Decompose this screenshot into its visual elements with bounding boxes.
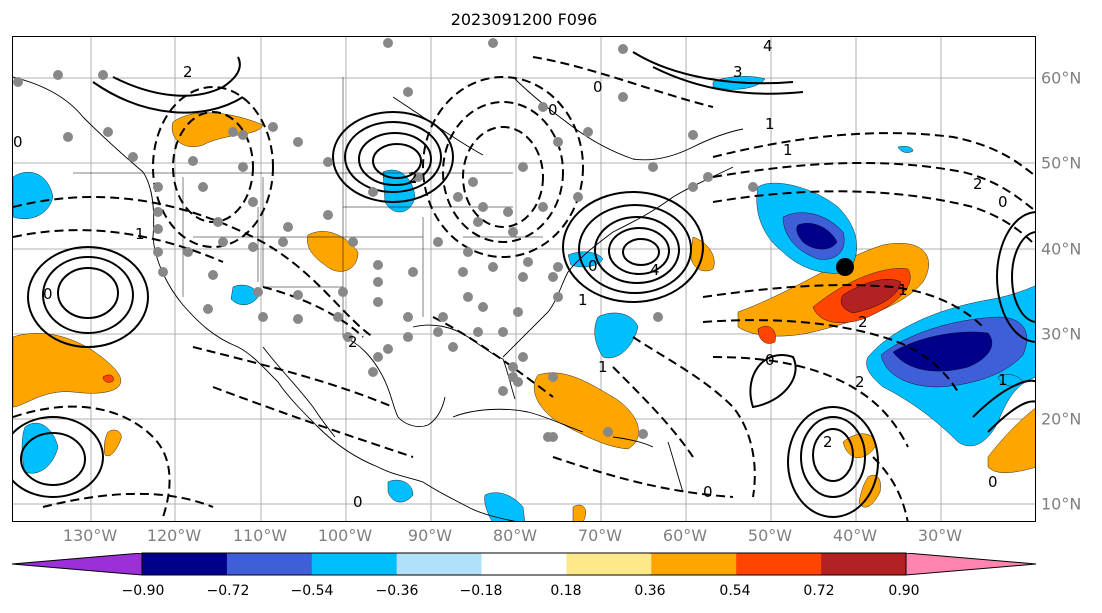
colorbar-tick: 0.72: [803, 583, 835, 599]
lon-label: 90°W: [407, 526, 453, 545]
colorbar-segment: [396, 553, 483, 575]
lon-label: 30°W: [917, 526, 963, 545]
contour-label: 0: [703, 483, 713, 501]
lat-label: 20°N: [1041, 409, 1082, 429]
contours-negative: [13, 56, 1035, 521]
colorbar-tick: −0.36: [375, 583, 419, 599]
lon-label: 80°W: [492, 526, 538, 545]
colorbar-extend-high: [906, 553, 1036, 575]
lat-label: 10°N: [1041, 494, 1082, 514]
lon-label: 110°W: [232, 526, 288, 545]
contour-label: 0: [593, 78, 603, 96]
map-panel: 0 2 1 0 3 0 4 1 0 2 4 1 0 1 2 0 1 2 0 2 …: [12, 36, 1036, 522]
colorbar-segment: [821, 553, 907, 575]
colorbar-segment: [226, 553, 313, 575]
colorbar-segment: [481, 553, 567, 575]
station-markers: [13, 38, 758, 442]
colorbar-tick: 0.18: [550, 583, 582, 599]
plot-title: 2023091200 F096: [450, 10, 598, 29]
lon-label: 60°W: [662, 526, 708, 545]
lat-label: 30°N: [1041, 324, 1082, 344]
contour-label: 1: [578, 291, 588, 309]
colorbar-segment: [311, 553, 398, 575]
lon-label: 50°W: [747, 526, 793, 545]
colorbar-tick: 0.54: [719, 583, 751, 599]
contour-label: 1: [765, 115, 775, 133]
lon-label: 40°W: [832, 526, 878, 545]
contour-label: 0: [988, 473, 998, 491]
contour-label: 0: [998, 193, 1008, 211]
colorbar-segment: [651, 553, 737, 575]
contour-label: 2: [858, 313, 868, 331]
colorbar-outline: [12, 552, 1036, 576]
contour-label: 2: [348, 333, 358, 351]
contour-label: 1: [898, 281, 908, 299]
contour-label: 2: [183, 63, 193, 81]
contour-label: 1: [783, 141, 793, 159]
colorbar: [12, 552, 1036, 576]
contour-labels: 0 2 1 0 3 0 4 1 0 2 4 1 0 1 2 0 1 2 0 2 …: [13, 37, 1008, 511]
contour-label: 0: [548, 101, 558, 119]
contour-label: 0: [588, 257, 598, 275]
colorbar-segment: [736, 553, 822, 575]
colorbar-tick: −0.72: [206, 583, 250, 599]
lat-label: 40°N: [1041, 239, 1082, 259]
colorbar-segment: [566, 553, 652, 575]
contour-label: 1: [998, 371, 1008, 389]
contour-label: 2: [408, 169, 418, 187]
colorbar-tick: −0.54: [290, 583, 334, 599]
lon-label: 100°W: [317, 526, 373, 545]
coastlines: [13, 76, 744, 521]
contour-label: 1: [135, 225, 145, 243]
storm-center-marker: [836, 258, 854, 276]
contour-label: 0: [13, 133, 23, 151]
shaded-anomalies: [13, 76, 1035, 521]
contour-label: 4: [763, 37, 773, 55]
lat-label: 60°N: [1041, 68, 1082, 88]
contour-label: 2: [823, 433, 833, 451]
contour-label: 3: [733, 63, 743, 81]
contour-label: 0: [353, 493, 363, 511]
lon-label: 130°W: [62, 526, 118, 545]
contour-label: 0: [765, 351, 775, 369]
colorbar-tick: 0.36: [634, 583, 666, 599]
contour-label: 1: [598, 358, 608, 376]
colorbar-extend-low: [12, 553, 142, 575]
colorbar-tick: −0.90: [121, 583, 165, 599]
lat-label: 50°N: [1041, 153, 1082, 173]
colorbar-segment: [142, 553, 228, 575]
contours-positive: [13, 51, 1035, 518]
contour-label: 2: [855, 373, 865, 391]
lon-label: 70°W: [577, 526, 623, 545]
colorbar-tick: 0.90: [888, 583, 920, 599]
lon-label: 120°W: [146, 526, 202, 545]
colorbar-tick: −0.18: [459, 583, 503, 599]
contour-label: 2: [973, 175, 983, 193]
contour-label: 4: [650, 261, 660, 279]
contour-label: 0: [43, 285, 53, 303]
map-canvas: 0 2 1 0 3 0 4 1 0 2 4 1 0 1 2 0 1 2 0 2 …: [13, 37, 1035, 521]
